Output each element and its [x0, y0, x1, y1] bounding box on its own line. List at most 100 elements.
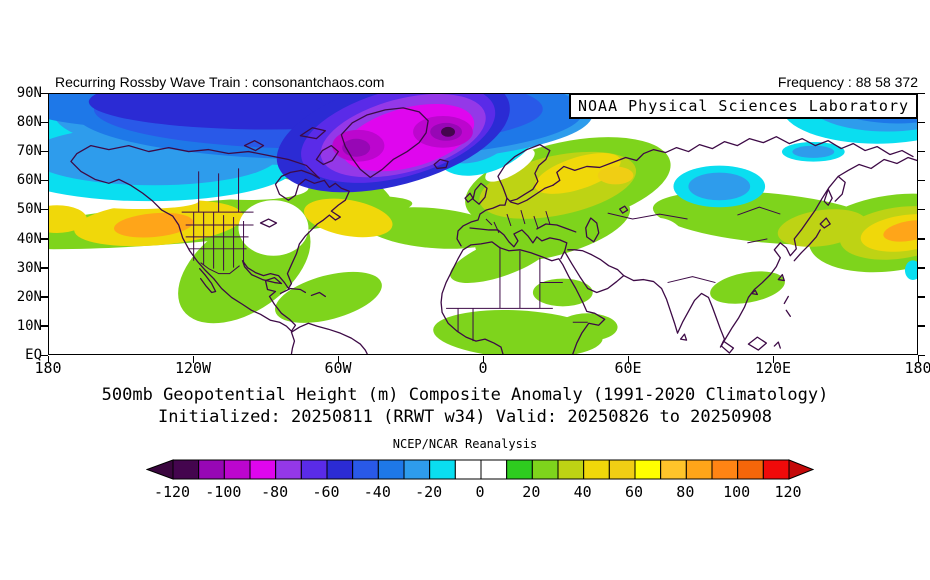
lat-tick-label: 10N [16, 317, 42, 334]
colorbar-tick-label: -80 [261, 483, 289, 501]
lat-tick-mark [918, 354, 925, 356]
border-us-states [185, 212, 254, 271]
colorbar-cell [583, 459, 610, 480]
anomaly-region [904, 260, 917, 281]
lon-tick-mark [917, 356, 919, 363]
lat-tick-mark [918, 208, 925, 211]
frequency-caption: Frequency : 88 58 372 [777, 74, 918, 90]
anomaly-region [597, 166, 634, 185]
coast-russia-arctic [552, 136, 914, 186]
anomaly-region [49, 205, 87, 233]
colorbar-right-arrow [788, 459, 815, 480]
colorbar-tick-label: -60 [312, 483, 340, 501]
coastlines [70, 107, 917, 354]
colorbar-tick-label: 40 [573, 483, 592, 501]
colorbar-tick-label: -20 [415, 483, 443, 501]
lon-tick-label: 60E [614, 359, 642, 377]
anomaly-region [441, 126, 456, 137]
colorbar-cell [172, 459, 200, 480]
colorbar-cell [377, 459, 405, 480]
lat-tick-mark [918, 325, 925, 327]
colorbar-tick-label: -120 [153, 483, 191, 501]
lat-tick-label: 40N [16, 230, 42, 247]
coast-japan-sakhalin [793, 188, 833, 262]
lat-tick-mark [918, 267, 925, 269]
colorbar-cell [429, 459, 456, 480]
lon-tick-label: 60W [324, 359, 352, 377]
coast-black-caspian-seas [536, 205, 629, 243]
coast-south-america [290, 322, 368, 354]
lon-tick-mark [482, 356, 484, 363]
colorbar-cell [557, 459, 585, 480]
lon-tick-mark [47, 356, 49, 363]
lat-tick-mark [918, 179, 925, 182]
coast-scandinavia [497, 143, 551, 202]
colorbar-tick-label: 60 [624, 483, 644, 501]
border-canada-provinces [198, 168, 240, 213]
colorbar-cell [403, 459, 431, 480]
border-asia [607, 206, 781, 284]
lat-tick-mark [41, 325, 48, 327]
colorbar-cell [249, 459, 277, 480]
colorbar-scale [145, 459, 815, 480]
lat-tick-mark [918, 238, 925, 240]
coast-caribbean-islands [279, 287, 327, 298]
border-europe [485, 209, 551, 234]
colorbar-cell [531, 459, 559, 480]
colorbar-cell [660, 459, 687, 480]
border-us-mexico [200, 262, 240, 275]
lat-tick-label: 50N [16, 201, 42, 218]
lat-tick-label: 80N [16, 114, 42, 131]
plot-source-caption: Recurring Rossby Wave Train : consonantc… [55, 74, 385, 90]
colorbar [145, 459, 815, 484]
colorbar-cell [762, 459, 790, 480]
anomaly-region [688, 172, 751, 201]
coast-europe-west [456, 184, 554, 247]
colorbar-cell [198, 459, 225, 480]
colorbar-tick-label: 0 [475, 483, 485, 501]
lon-tick-label: 180 [34, 359, 62, 377]
border-africa [446, 246, 588, 342]
lon-tick-label: 120E [754, 359, 792, 377]
coast-south-east-asia [623, 156, 917, 348]
anomaly-region [485, 149, 535, 182]
lon-tick-mark [772, 356, 774, 363]
anomaly-map [49, 94, 917, 354]
colorbar-cell [326, 459, 354, 480]
coast-iceland [433, 158, 449, 170]
plot-title-line1: 500mb Geopotential Height (m) Composite … [101, 385, 829, 405]
lon-tick-mark [192, 356, 194, 363]
lat-tick-label: EQ [25, 347, 42, 363]
colorbar-cell [300, 459, 328, 480]
colorbar-cell [480, 459, 508, 480]
lat-tick-label: 60N [16, 172, 42, 189]
coast-baja [199, 268, 217, 294]
anomaly-region [238, 200, 309, 256]
coast-great-lakes [259, 218, 278, 228]
anomaly-field [49, 94, 917, 354]
colorbar-cell [275, 459, 302, 480]
lon-tick-label: 120W [174, 359, 212, 377]
lat-tick-label: 90N [16, 85, 42, 101]
colorbar-cell [737, 459, 764, 480]
lat-tick-mark [41, 208, 48, 211]
colorbar-left-arrow [145, 459, 174, 480]
colorbar-cell [506, 459, 533, 480]
colorbar-tick-label: -100 [205, 483, 242, 501]
colorbar-cell [711, 459, 739, 480]
lat-tick-label: 20N [16, 288, 42, 305]
lon-tick-mark [627, 356, 629, 363]
lat-tick-mark [41, 150, 48, 153]
colorbar-tick-label: -40 [363, 483, 391, 501]
coast-britain-ireland [464, 182, 488, 205]
anomaly-region [534, 152, 621, 194]
colorbar-tick-label: 120 [774, 483, 802, 501]
lat-tick-mark [41, 121, 48, 124]
lon-tick-label: 0 [478, 359, 488, 377]
lat-tick-mark [41, 354, 48, 356]
noaa-psl-label-box: NOAA Physical Sciences Laboratory [568, 93, 918, 119]
lat-tick-mark [918, 150, 925, 153]
lat-tick-mark [41, 179, 48, 182]
colorbar-tick-label: 100 [723, 483, 751, 501]
